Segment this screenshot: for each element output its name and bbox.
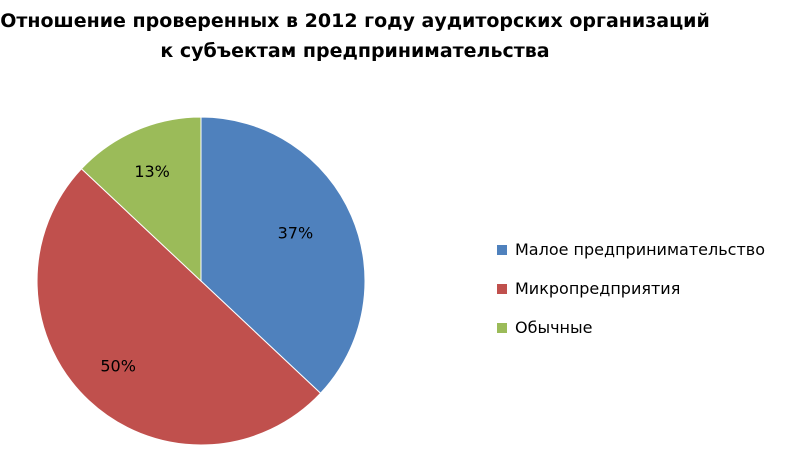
legend-swatch-1 — [497, 244, 507, 255]
pie-slice-3 — [80, 116, 202, 283]
legend-label-2: Микропредприятия — [515, 279, 681, 298]
pie-slice-1 — [200, 116, 366, 394]
chart-title-line-2: к субъектам предпринимательства — [160, 40, 550, 62]
slice-data-label-2: 50% — [100, 357, 136, 376]
slice-data-label-1: 37% — [278, 224, 314, 243]
legend-item-3: Обычные — [497, 308, 765, 347]
legend-swatch-2 — [497, 283, 507, 294]
slice-data-label-3: 13% — [134, 162, 170, 181]
pie-slice-2 — [36, 168, 322, 446]
legend-label-3: Обычные — [515, 318, 593, 337]
legend-item-2: Микропредприятия — [497, 269, 765, 308]
chart-title: Отношение проверенных в 2012 году аудито… — [0, 6, 710, 66]
chart-title-line-1: Отношение проверенных в 2012 году аудито… — [0, 10, 710, 32]
legend-item-1: Малое предпринимательство — [497, 230, 765, 269]
legend-swatch-3 — [497, 322, 507, 333]
legend-label-1: Малое предпринимательство — [515, 240, 765, 259]
legend: Малое предпринимательство Микропредприяти… — [497, 230, 765, 347]
